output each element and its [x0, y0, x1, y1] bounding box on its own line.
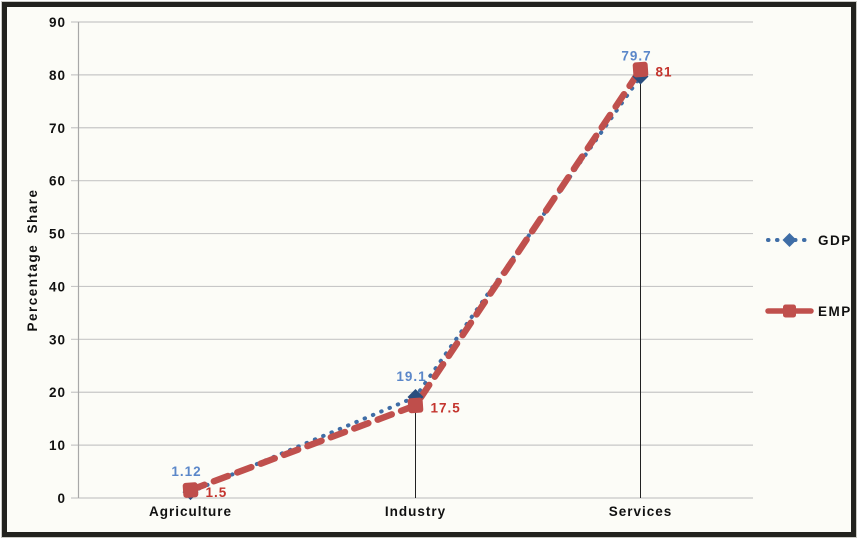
y-tick-label: 90: [49, 15, 66, 30]
emp-square-marker: [632, 61, 649, 78]
data-label-gdp: 79.7: [621, 48, 651, 63]
x-category-label-industry: Industry: [385, 504, 446, 519]
y-tick-label: 30: [49, 332, 66, 347]
x-category-label-agriculture: Agriculture: [149, 504, 232, 519]
data-label-emp: 1.5: [206, 485, 228, 500]
data-label-gdp: 19.1: [396, 369, 426, 384]
y-tick-label: 10: [49, 438, 66, 453]
y-tick-label: 80: [49, 68, 66, 83]
data-label-emp: 17.5: [431, 400, 461, 415]
y-tick-label: 40: [49, 279, 66, 294]
emp-square-marker: [182, 482, 199, 498]
data-label-gdp: 1.12: [171, 464, 201, 479]
legend-label-gdp: GDP: [818, 233, 852, 248]
legend-label-emp: EMP: [818, 304, 852, 319]
emp-square-marker: [407, 397, 424, 414]
data-label-emp: 81: [656, 65, 673, 80]
y-tick-label: 50: [49, 227, 66, 242]
y-axis-title: Percentage Share: [25, 188, 40, 331]
y-tick-label: 0: [57, 491, 66, 506]
y-tick-label: 20: [49, 385, 66, 400]
x-category-label-services: Services: [609, 504, 673, 519]
legend-gdp-diamond-icon: [782, 233, 797, 247]
legend-entry-gdp: GDP: [766, 233, 852, 248]
legend-entry-emp: EMP: [765, 304, 852, 319]
y-tick-label: 70: [49, 121, 66, 136]
y-tick-label: 60: [49, 174, 66, 189]
legend-emp-square-icon: [783, 304, 796, 318]
